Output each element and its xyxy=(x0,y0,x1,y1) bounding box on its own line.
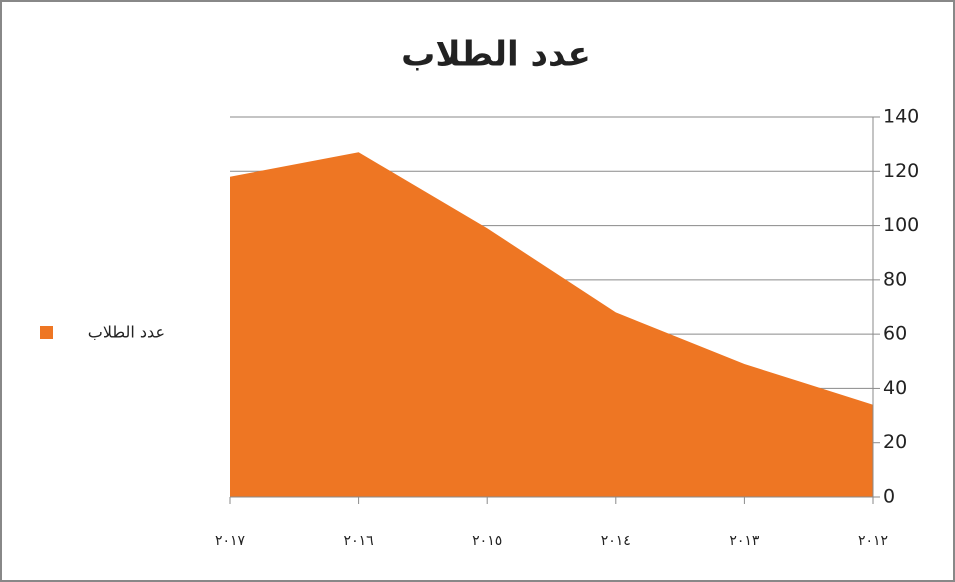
y-tick-label: 140 xyxy=(883,106,919,128)
y-tick-label: 20 xyxy=(883,431,907,453)
x-tick-label: ٢٠١٥ xyxy=(472,533,502,549)
legend-swatch xyxy=(40,326,53,339)
x-tick-label: ٢٠١٦ xyxy=(344,533,374,549)
x-tick-label: ٢٠١٣ xyxy=(729,533,760,549)
legend-label: عدد الطلاب xyxy=(88,323,165,342)
y-tick-label: 100 xyxy=(883,214,919,236)
x-tick-label: ٢٠١٢ xyxy=(858,533,888,549)
y-tick-label: 120 xyxy=(883,160,919,182)
x-tick-label: ٢٠١٧ xyxy=(215,533,246,549)
x-tick-label: ٢٠١٤ xyxy=(601,533,631,549)
y-tick-label: 60 xyxy=(883,323,907,345)
chart-title: عدد الطلاب xyxy=(401,35,591,75)
y-tick-label: 40 xyxy=(883,377,907,399)
y-tick-label: 0 xyxy=(883,486,895,508)
y-tick-label: 80 xyxy=(883,268,907,290)
area xyxy=(230,152,873,498)
